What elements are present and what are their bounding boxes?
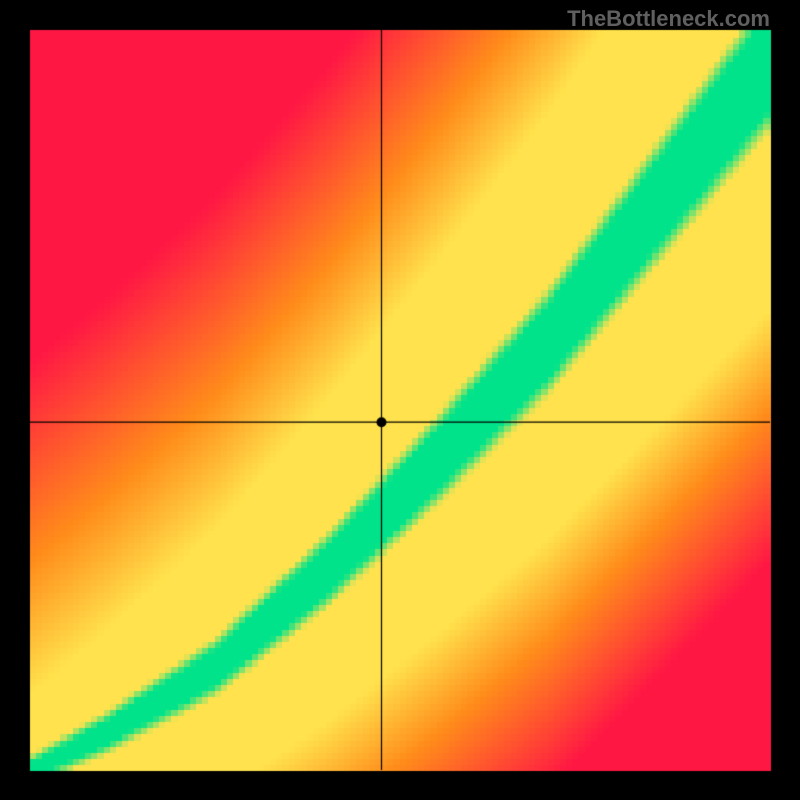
chart-container: TheBottleneck.com — [0, 0, 800, 800]
watermark-text: TheBottleneck.com — [567, 6, 770, 32]
bottleneck-heatmap-canvas — [0, 0, 800, 800]
